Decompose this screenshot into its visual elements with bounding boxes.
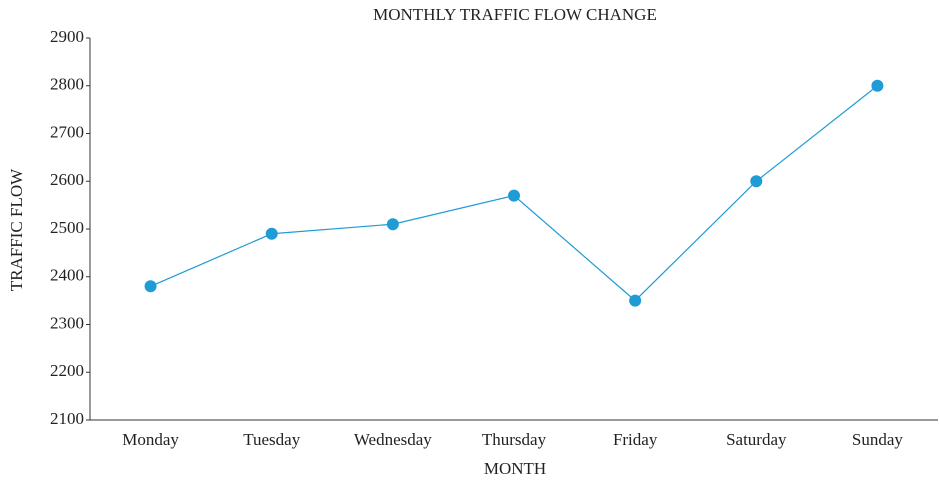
point (144, 280, 157, 293)
chart-title: MONTHLY TRAFFIC FLOW CHANGE (373, 5, 657, 24)
y-tick-label: 2100 (50, 409, 84, 428)
x-tick-label: Sunday (852, 430, 904, 449)
point (265, 227, 278, 240)
y-tick-label: 2800 (50, 75, 84, 94)
x-axis-label: MONTH (484, 459, 546, 478)
y-tick-label: 2600 (50, 170, 84, 189)
x-tick-label: Wednesday (354, 430, 432, 449)
y-tick-label: 2400 (50, 266, 84, 285)
y-tick-label: 2500 (50, 218, 84, 237)
point (871, 79, 884, 92)
y-tick-label: 2200 (50, 361, 84, 380)
point (386, 218, 399, 231)
x-tick-label: Friday (613, 430, 658, 449)
x-tick-label: Monday (122, 430, 179, 449)
point (508, 189, 520, 202)
x-tick-label: Tuesday (243, 430, 300, 449)
point (629, 294, 642, 307)
y-axis-label: TRAFFIC FLOW (7, 168, 26, 291)
y-tick-label: 2900 (50, 27, 84, 46)
y-tick-label: 2300 (50, 313, 84, 332)
x-tick-label: Thursday (482, 430, 547, 449)
x-tick-label: Saturday (726, 430, 787, 449)
y-tick-label: 2700 (50, 122, 84, 141)
point (750, 175, 763, 188)
